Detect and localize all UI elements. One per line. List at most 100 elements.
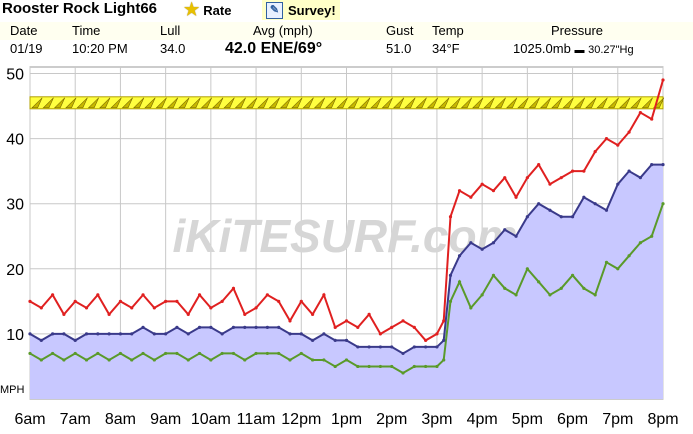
y-axis-label: MPH	[0, 384, 25, 396]
direction-arrow	[291, 97, 303, 109]
point-lull	[570, 273, 575, 277]
point-lull	[288, 358, 292, 362]
pressure-separator: ▬	[574, 45, 585, 56]
direction-arrow	[53, 97, 66, 109]
direction-arrow	[166, 97, 179, 109]
point-lull	[209, 358, 213, 362]
point-gust	[277, 299, 281, 303]
direction-arrow	[87, 97, 99, 109]
point-gust	[344, 319, 349, 323]
point-gust	[650, 117, 654, 121]
direction-arrow	[483, 97, 495, 109]
point-lull	[548, 293, 552, 297]
direction-arrow	[506, 97, 518, 109]
point-avg	[582, 195, 586, 199]
point-lull	[231, 351, 236, 356]
point-avg	[322, 332, 326, 336]
point-gust	[209, 306, 213, 310]
point-gust	[164, 299, 168, 303]
point-gust	[559, 176, 563, 180]
direction-arrow	[573, 97, 586, 109]
rate-button[interactable]: ★ Rate	[184, 0, 231, 20]
point-gust	[28, 299, 32, 303]
point-avg	[130, 332, 134, 336]
point-lull	[333, 364, 337, 369]
point-gust	[570, 169, 575, 173]
point-avg	[73, 338, 77, 343]
point-lull	[435, 364, 439, 369]
point-avg	[616, 182, 620, 186]
survey-button[interactable]: ✎ Survey!	[262, 0, 340, 20]
conditions-labels: Date Time Lull Avg (mph) Gust Temp Press…	[0, 22, 693, 40]
point-gust	[491, 189, 496, 193]
direction-arrow	[121, 97, 133, 109]
point-avg	[480, 247, 484, 251]
point-gust	[582, 169, 586, 173]
point-gust	[390, 325, 394, 329]
direction-arrow	[279, 97, 292, 109]
point-lull	[582, 286, 586, 290]
point-lull	[84, 358, 89, 362]
point-avg	[141, 325, 145, 329]
station-title: Rooster Rock Light66	[2, 0, 158, 17]
direction-arrow	[404, 97, 416, 109]
direction-arrow	[438, 97, 450, 109]
point-avg	[514, 234, 518, 238]
point-gust	[604, 137, 609, 141]
survey-label: Survey!	[288, 2, 336, 18]
point-avg	[175, 325, 179, 329]
point-gust	[254, 306, 258, 310]
point-gust	[310, 312, 315, 316]
point-lull	[152, 358, 156, 362]
point-lull	[130, 358, 134, 362]
point-lull	[107, 358, 111, 362]
x-tick-label: 6pm	[557, 411, 588, 428]
point-lull	[28, 351, 32, 356]
direction-arrow	[31, 97, 43, 109]
pressure-hg: 30.27"Hg	[588, 44, 634, 56]
direction-arrow	[460, 97, 472, 109]
point-lull	[503, 286, 507, 290]
direction-arrow	[426, 97, 439, 109]
point-lull	[243, 358, 247, 362]
direction-arrow	[494, 97, 506, 109]
point-avg	[627, 169, 631, 173]
point-avg	[390, 345, 394, 349]
point-lull	[480, 293, 484, 297]
direction-arrow	[99, 97, 111, 109]
point-lull	[661, 202, 665, 206]
point-gust	[73, 299, 77, 303]
point-lull	[627, 254, 631, 258]
point-gust	[627, 130, 631, 134]
direction-arrow	[562, 97, 574, 109]
point-avg	[435, 345, 439, 349]
direction-arrow	[200, 97, 213, 109]
direction-arrow	[607, 97, 619, 109]
point-lull	[254, 351, 258, 356]
point-avg	[378, 345, 383, 349]
point-lull	[265, 351, 269, 356]
header: Rooster Rock Light66 ★ Rate ✎ Survey! Da…	[0, 0, 693, 62]
point-lull	[73, 351, 77, 356]
direction-arrow	[336, 97, 348, 109]
x-tick-label: 5pm	[512, 411, 543, 428]
pressure-mb: 1025.0mb	[513, 41, 571, 56]
point-gust	[435, 332, 439, 336]
direction-arrow	[392, 97, 405, 109]
point-gust	[503, 176, 507, 180]
point-lull	[448, 299, 453, 303]
point-avg	[412, 345, 416, 349]
direction-arrow	[223, 97, 235, 109]
y-tick-label: 50	[6, 67, 24, 84]
direction-arrow	[415, 97, 427, 109]
point-lull	[367, 364, 371, 369]
point-gust	[152, 306, 156, 310]
x-tick-label: 7pm	[602, 411, 633, 428]
point-lull	[604, 260, 609, 264]
value-temp: 34°F	[432, 41, 460, 56]
point-avg	[310, 338, 315, 343]
rate-label: Rate	[203, 2, 232, 18]
x-tick-label: 7am	[60, 411, 91, 428]
direction-arrow	[268, 97, 280, 109]
point-gust	[448, 215, 453, 219]
